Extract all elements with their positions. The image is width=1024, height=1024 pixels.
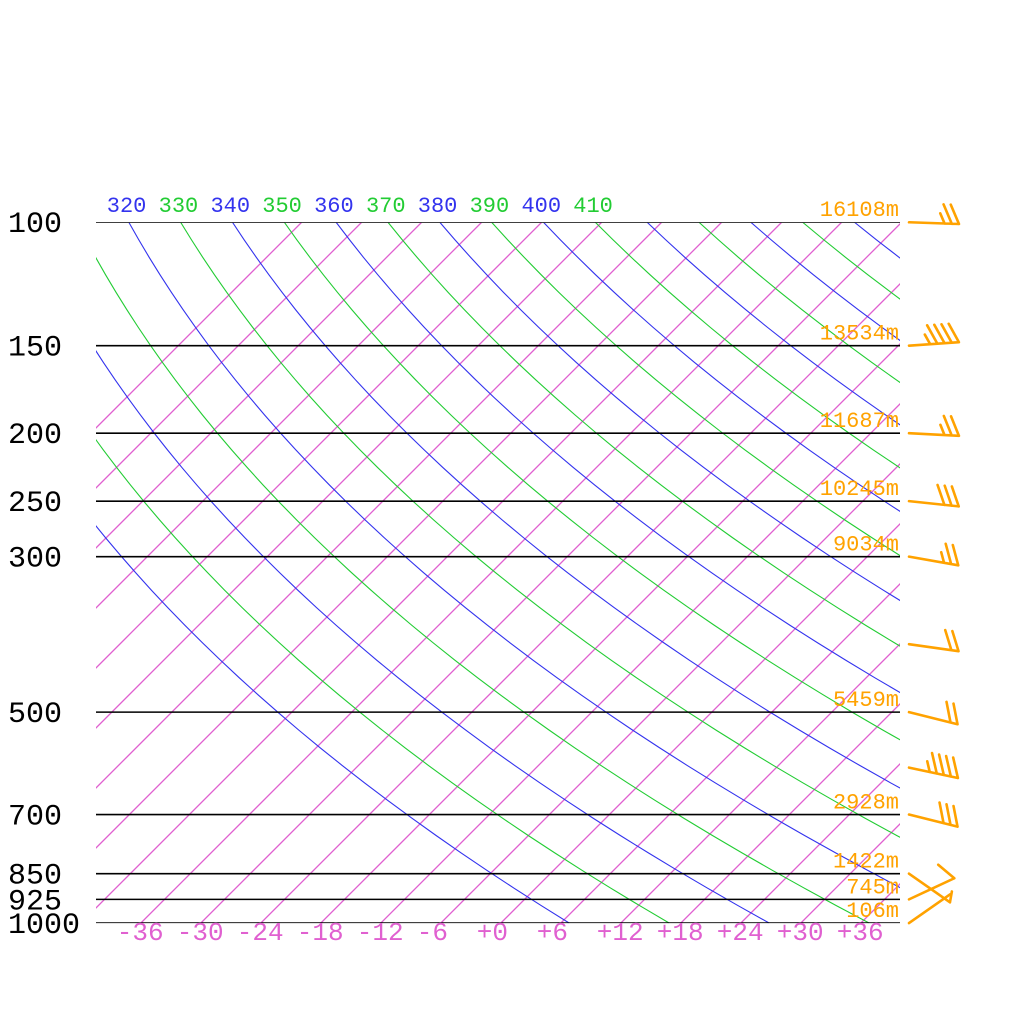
- svg-text:250: 250: [8, 487, 62, 521]
- svg-text:1000: 1000: [8, 909, 80, 943]
- svg-text:+12: +12: [597, 918, 644, 948]
- svg-text:-6: -6: [417, 918, 448, 948]
- svg-text:390: 390: [470, 194, 510, 219]
- svg-text:10245m: 10245m: [820, 477, 899, 502]
- svg-text:2928m: 2928m: [833, 791, 899, 816]
- svg-text:1422m: 1422m: [833, 850, 899, 875]
- svg-text:106m: 106m: [846, 899, 899, 924]
- svg-text:100: 100: [8, 208, 62, 242]
- svg-text:320: 320: [107, 194, 147, 219]
- svg-text:745m: 745m: [846, 875, 899, 900]
- svg-text:330: 330: [159, 194, 199, 219]
- svg-text:+18: +18: [657, 918, 704, 948]
- svg-text:700: 700: [8, 801, 62, 835]
- svg-text:150: 150: [8, 332, 62, 366]
- svg-text:13534m: 13534m: [820, 322, 899, 347]
- svg-text:+30: +30: [777, 918, 824, 948]
- svg-text:-30: -30: [177, 918, 224, 948]
- svg-text:370: 370: [366, 194, 406, 219]
- svg-text:+0: +0: [477, 918, 508, 948]
- svg-text:380: 380: [418, 194, 458, 219]
- svg-text:410: 410: [573, 194, 613, 219]
- svg-text:-24: -24: [237, 918, 284, 948]
- svg-text:11687m: 11687m: [820, 409, 899, 434]
- svg-text:5459m: 5459m: [833, 688, 899, 713]
- svg-text:500: 500: [8, 698, 62, 732]
- svg-text:400: 400: [521, 194, 561, 219]
- svg-text:350: 350: [262, 194, 302, 219]
- svg-text:9034m: 9034m: [833, 533, 899, 558]
- svg-text:360: 360: [314, 194, 354, 219]
- svg-text:300: 300: [8, 543, 62, 577]
- svg-text:-18: -18: [297, 918, 344, 948]
- svg-text:+24: +24: [717, 918, 764, 948]
- svg-text:340: 340: [210, 194, 250, 219]
- svg-text:+6: +6: [537, 918, 568, 948]
- svg-text:200: 200: [8, 419, 62, 453]
- svg-text:16108m: 16108m: [820, 198, 899, 223]
- svg-text:-12: -12: [357, 918, 404, 948]
- svg-text:-36: -36: [117, 918, 164, 948]
